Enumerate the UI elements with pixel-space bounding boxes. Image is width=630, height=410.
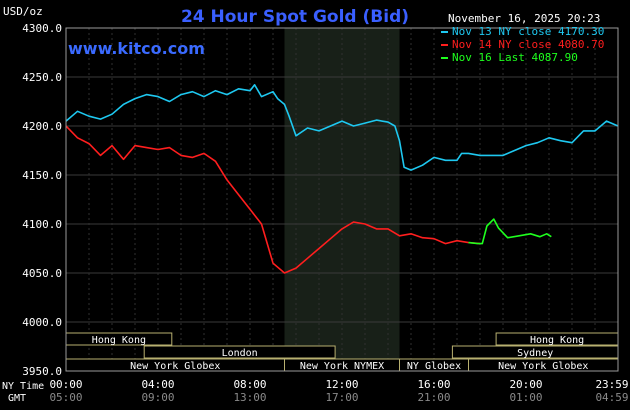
- x-tick-label-gmt: 01:00: [509, 391, 542, 404]
- legend-entry: Nov 16 Last 4087.90: [452, 51, 578, 64]
- y-tick-label: 3950.0: [22, 365, 62, 378]
- x-tick-label-ny: 08:00: [233, 378, 266, 391]
- legend-entry: Nov 13 NY close 4170.30: [452, 25, 604, 38]
- series-line-nov-13: [65, 84, 619, 171]
- x-tick-label-gmt: 17:00: [325, 391, 358, 404]
- session-label: New York Globex: [498, 361, 588, 372]
- x-tick-label-gmt: 05:00: [49, 391, 82, 404]
- y-tick-label: 4000.0: [22, 316, 62, 329]
- series-line-nov-16: [468, 218, 552, 245]
- session-label: New York NYMEX: [300, 361, 384, 372]
- axes: 4300.0 4250.0 4200.0 4150.0 4100.0 4050.0 4000…: [22, 22, 628, 404]
- x-tick-label-ny: 23:59: [595, 378, 628, 391]
- x-axis-row-label-ny: NY Time: [2, 381, 44, 392]
- y-tick-label: 4050.0: [22, 267, 62, 280]
- x-tick-label-ny: 12:00: [325, 378, 358, 391]
- x-tick-label-gmt: 09:00: [141, 391, 174, 404]
- site-watermark: www.kitco.com: [68, 39, 205, 58]
- x-tick-label-gmt: 04:59: [595, 391, 628, 404]
- series-line-nov-14: [65, 125, 481, 274]
- x-tick-label-gmt: 13:00: [233, 391, 266, 404]
- x-tick-label-gmt: 21:00: [417, 391, 450, 404]
- grid-lines: [66, 27, 618, 372]
- y-tick-label: 4150.0: [22, 169, 62, 182]
- session-label: Sydney: [517, 348, 553, 359]
- session-label: Hong Kong: [92, 335, 146, 346]
- chart-title: 24 Hour Spot Gold (Bid): [181, 7, 409, 27]
- x-tick-label-ny: 04:00: [141, 378, 174, 391]
- legend-entry: Nov 14 NY close 4080.70: [452, 38, 604, 51]
- price-series: [65, 84, 619, 274]
- x-tick-label-ny: 00:00: [49, 378, 82, 391]
- y-tick-label: 4250.0: [22, 71, 62, 84]
- x-axis-row-label-gmt: GMT: [8, 393, 26, 404]
- session-label: NY Globex: [407, 361, 461, 372]
- y-unit-label: USD/oz: [3, 5, 43, 18]
- y-tick-label: 4100.0: [22, 218, 62, 231]
- session-label: Hong Kong: [530, 335, 584, 346]
- x-tick-label-ny: 16:00: [417, 378, 450, 391]
- x-tick-label-ny: 20:00: [509, 378, 542, 391]
- plot-frame: [65, 27, 619, 372]
- y-tick-label: 4300.0: [22, 22, 62, 35]
- session-box: [143, 345, 336, 359]
- y-tick-label: 4200.0: [22, 120, 62, 133]
- session-label: London: [222, 348, 258, 359]
- timestamp: November 16, 2025 20:23: [448, 12, 600, 25]
- session-label: New York Globex: [130, 361, 220, 372]
